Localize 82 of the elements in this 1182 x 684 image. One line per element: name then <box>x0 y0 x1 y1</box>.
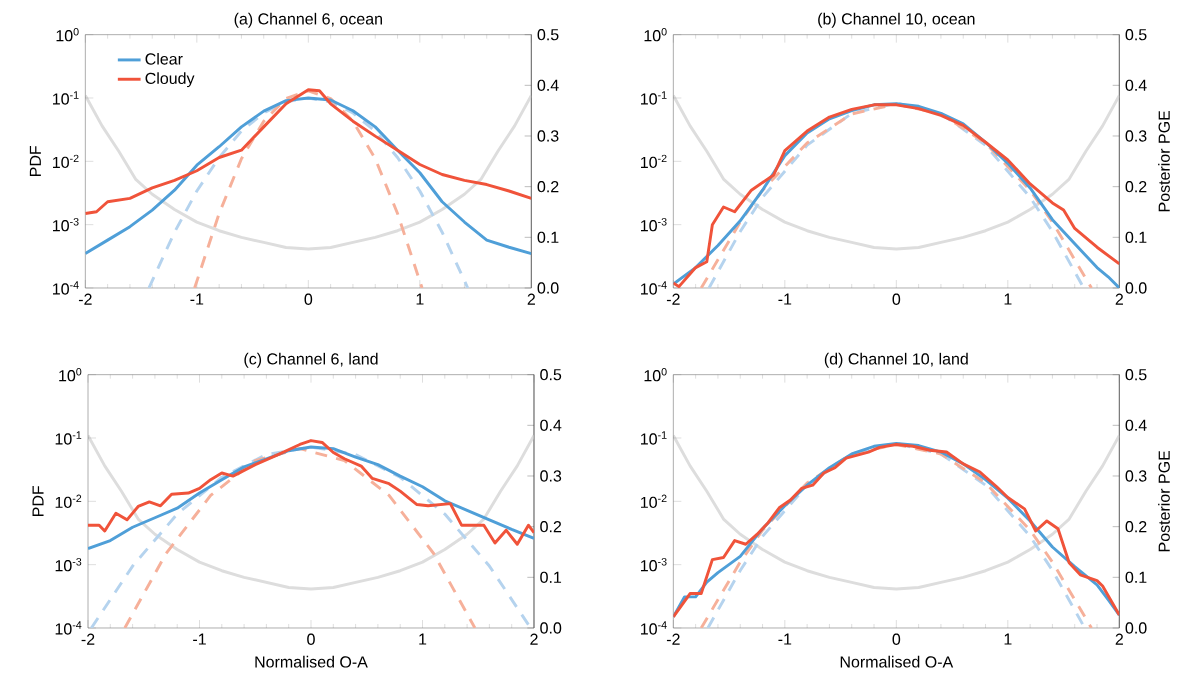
y-tick-label: 10$^{-3}$ <box>641 557 667 572</box>
x-tick-label: 1 <box>1004 293 1012 305</box>
chart-title: (b) Channel 10, ocean <box>818 12 975 28</box>
y2-tick-label: 0.4 <box>537 79 559 91</box>
line-series <box>193 89 424 288</box>
x-axis-title: Normalised O-A <box>840 655 954 668</box>
y-tick-label: 10$^{-2}$ <box>641 494 667 509</box>
y2-tick-label: 0.5 <box>1125 369 1147 381</box>
y-tick-label: 10$^{-4}$ <box>53 281 79 295</box>
y2-tick-label: 0.0 <box>1125 282 1147 294</box>
y2-tick-label: 0.1 <box>1125 571 1147 583</box>
x-tick-label: 1 <box>419 633 427 645</box>
y2-tick-label: 0.3 <box>537 130 559 142</box>
y-tick-label: 10$^{-3}$ <box>55 557 82 572</box>
y-tick-label: 10$^{-1}$ <box>53 91 79 105</box>
chart-title: (a) Channel 6, ocean <box>234 12 382 28</box>
x-tick-label: 0 <box>892 633 901 645</box>
y-tick-label: 10$^{0}$ <box>644 27 667 42</box>
y-tick-label: 10$^{0}$ <box>59 367 82 382</box>
y2-tick-label: 0.1 <box>1125 231 1147 243</box>
x-tick-label: -1 <box>778 293 792 305</box>
x-tick-label: -1 <box>193 633 206 645</box>
x-tick-label: 0 <box>304 293 313 305</box>
x-tick-label: 0 <box>892 293 901 305</box>
x-tick-label: 2 <box>1115 293 1123 305</box>
x-tick-label: 0 <box>307 633 315 645</box>
x-tick-label: -2 <box>666 633 680 645</box>
y2-tick-label: 0.3 <box>1125 130 1147 142</box>
y2-tick-label: 0.0 <box>1125 622 1147 634</box>
y-tick-label: 10$^{-3}$ <box>641 217 667 232</box>
y2-tick-label: 0.2 <box>540 521 562 533</box>
legend-label: Clear <box>145 52 183 65</box>
y2-axis-title: Posterior PGE <box>1158 110 1170 212</box>
x-tick-label: 2 <box>530 633 538 645</box>
y-tick-label: 10$^{-3}$ <box>53 217 79 232</box>
y-tick-label: 10$^{-1}$ <box>641 431 667 445</box>
y2-tick-label: 0.5 <box>1125 29 1147 41</box>
line-series <box>673 93 1120 251</box>
y-tick-label: 10$^{0}$ <box>644 367 667 382</box>
x-tick-label: -1 <box>778 633 792 645</box>
y-tick-label: 10$^{0}$ <box>56 27 79 42</box>
x-tick-label: -2 <box>78 293 92 305</box>
x-tick-label: -1 <box>190 293 204 305</box>
y2-axis-title: Posterior PGE <box>1158 450 1170 552</box>
y2-tick-label: 0.5 <box>537 29 559 41</box>
y2-tick-label: 0.1 <box>537 231 559 243</box>
x-tick-label: 2 <box>1115 633 1123 645</box>
y-tick-label: 10$^{-4}$ <box>55 621 82 635</box>
y2-tick-label: 0.4 <box>540 419 562 431</box>
x-tick-label: 2 <box>527 293 535 305</box>
y2-tick-label: 0.1 <box>540 571 562 583</box>
y-axis-title: PDF <box>29 145 41 177</box>
chart-title: (c) Channel 6, land <box>244 352 378 368</box>
y2-tick-label: 0.4 <box>1125 79 1147 91</box>
y2-tick-label: 0.4 <box>1125 419 1147 431</box>
legend-label: Cloudy <box>145 72 195 88</box>
y2-tick-label: 0.3 <box>540 470 562 482</box>
line-series <box>147 96 470 288</box>
chart-title: (d) Channel 10, land <box>824 352 968 368</box>
y-tick-label: 10$^{-4}$ <box>641 281 667 295</box>
y-axis-title: PDF <box>32 485 44 517</box>
y2-tick-label: 0.2 <box>1125 521 1147 533</box>
y2-tick-label: 0.0 <box>540 622 562 634</box>
x-tick-label: 1 <box>1004 633 1012 645</box>
y-tick-label: 10$^{-2}$ <box>55 494 82 509</box>
y2-tick-label: 0.2 <box>1125 181 1147 193</box>
x-tick-label: 1 <box>416 293 424 305</box>
y2-tick-label: 0.5 <box>540 369 562 381</box>
y-tick-label: 10$^{-2}$ <box>641 154 667 169</box>
y-tick-label: 10$^{-2}$ <box>53 154 79 169</box>
y2-tick-label: 0.3 <box>1125 470 1147 482</box>
line-series <box>673 433 1120 591</box>
line-series <box>85 88 532 215</box>
y2-tick-label: 0.2 <box>537 181 559 193</box>
x-tick-label: -2 <box>666 293 680 305</box>
x-tick-label: -2 <box>81 633 95 645</box>
y-tick-label: 10$^{-4}$ <box>641 621 667 635</box>
y2-tick-label: 0.0 <box>537 282 559 294</box>
y-tick-label: 10$^{-1}$ <box>55 431 82 445</box>
line-series <box>123 447 477 628</box>
y-tick-label: 10$^{-1}$ <box>641 91 667 105</box>
x-axis-title: Normalised O-A <box>255 655 368 668</box>
